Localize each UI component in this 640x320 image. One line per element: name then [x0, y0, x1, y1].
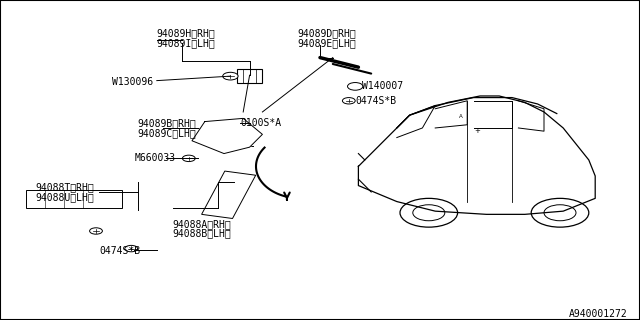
Circle shape — [400, 198, 458, 227]
Bar — [202, 171, 256, 219]
Text: 94088B〈LH〉: 94088B〈LH〉 — [173, 228, 232, 238]
Text: +: + — [474, 128, 480, 134]
Circle shape — [348, 83, 363, 90]
Text: 94089C〈LH〉: 94089C〈LH〉 — [138, 128, 196, 138]
Circle shape — [342, 98, 355, 104]
Text: A940001272: A940001272 — [568, 308, 627, 318]
Bar — [237, 69, 262, 83]
Text: 94088A〈RH〉: 94088A〈RH〉 — [173, 219, 232, 229]
Circle shape — [90, 228, 102, 234]
Text: 94089I〈LH〉: 94089I〈LH〉 — [157, 38, 216, 48]
Circle shape — [531, 198, 589, 227]
Text: M660033: M660033 — [134, 153, 175, 164]
Bar — [26, 190, 122, 208]
Circle shape — [223, 72, 238, 80]
Text: 0474S*B: 0474S*B — [355, 96, 396, 106]
Text: 94089B〈RH〉: 94089B〈RH〉 — [138, 118, 196, 128]
Text: W140007: W140007 — [362, 81, 403, 92]
Text: A: A — [459, 114, 463, 119]
Circle shape — [413, 205, 445, 221]
Text: 94089H〈RH〉: 94089H〈RH〉 — [157, 28, 216, 39]
Polygon shape — [192, 118, 262, 154]
Circle shape — [125, 245, 138, 252]
Text: 0474S*B: 0474S*B — [99, 246, 140, 256]
Text: 0100S*A: 0100S*A — [240, 118, 281, 128]
Text: 94089D〈RH〉: 94089D〈RH〉 — [298, 28, 356, 39]
Text: 94088U〈LH〉: 94088U〈LH〉 — [35, 192, 94, 202]
Circle shape — [544, 205, 576, 221]
Text: 94088T〈RH〉: 94088T〈RH〉 — [35, 182, 94, 192]
Text: 94089E〈LH〉: 94089E〈LH〉 — [298, 38, 356, 48]
Circle shape — [182, 155, 195, 162]
Text: W130096: W130096 — [112, 76, 153, 87]
